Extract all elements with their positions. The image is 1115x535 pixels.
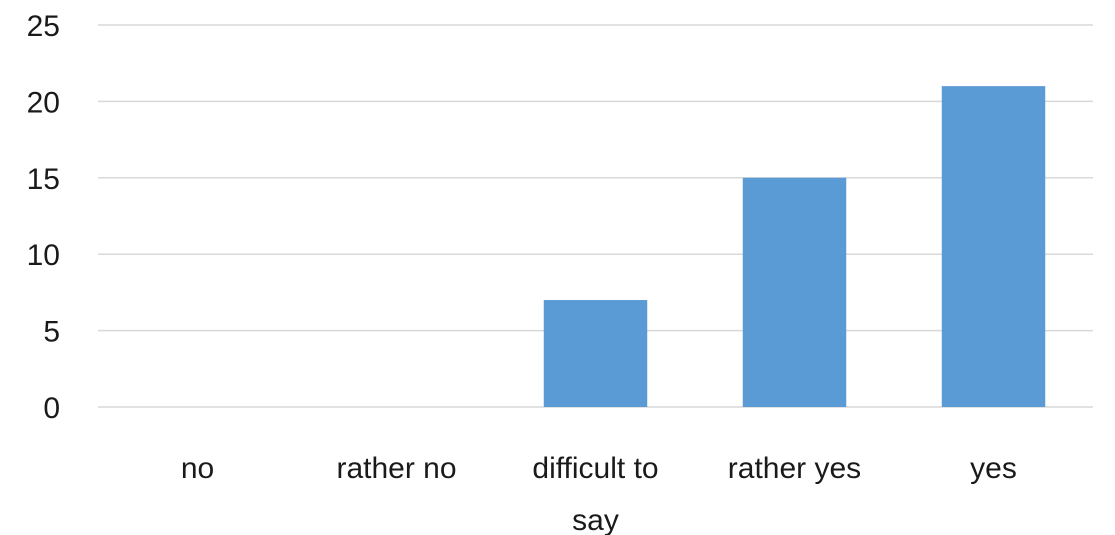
x-category-label: rather yes	[728, 452, 861, 485]
bar-difficult-to-say	[543, 300, 648, 407]
bars	[543, 86, 1046, 408]
y-tick-label: 20	[27, 86, 60, 119]
bar-rather-yes	[742, 177, 847, 407]
y-tick-label: 15	[27, 163, 60, 196]
x-category-label: rather no	[336, 452, 456, 485]
y-tick-label: 25	[27, 10, 60, 43]
x-category-label: yes	[970, 452, 1017, 485]
gridlines	[98, 24, 1093, 408]
x-category-label: no	[181, 452, 214, 485]
x-axis-category-labels: no rather no difficult to say rather yes yes	[181, 452, 1017, 535]
y-tick-label: 0	[43, 392, 60, 425]
y-tick-label: 10	[27, 239, 60, 272]
x-category-label: difficult to say	[532, 452, 658, 535]
y-tick-label: 5	[43, 316, 60, 349]
y-axis-tick-labels: 0 5 10 15 20 25	[27, 10, 60, 425]
bar-yes	[941, 86, 1046, 408]
